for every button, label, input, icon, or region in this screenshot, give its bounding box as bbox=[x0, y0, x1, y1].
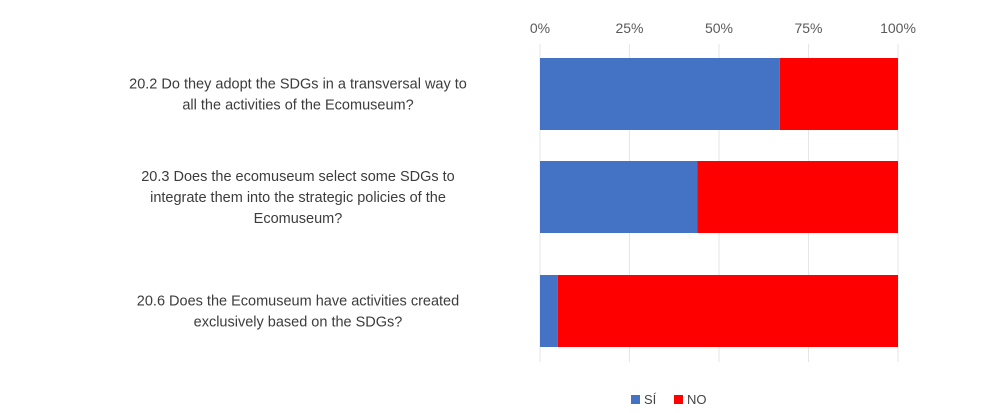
category-label-line: all the activities of the Ecomuseum? bbox=[182, 98, 413, 114]
x-tick-label: 50% bbox=[705, 20, 733, 36]
legend-label-si: SÍ bbox=[644, 392, 657, 407]
x-tick-label: 25% bbox=[615, 20, 643, 36]
bar-si-1 bbox=[540, 58, 780, 130]
category-label: 20.2 Do they adopt the SDGs in a transve… bbox=[129, 77, 467, 114]
category-label-line: exclusively based on the SDGs? bbox=[194, 315, 403, 331]
category-label: 20.3 Does the ecomuseum select some SDGs… bbox=[141, 169, 455, 227]
legend-swatch-si bbox=[631, 395, 640, 404]
x-tick-label: 100% bbox=[880, 20, 916, 36]
category-label-line: 20.2 Do they adopt the SDGs in a transve… bbox=[129, 77, 467, 93]
category-label-line: integrate them into the strategic polici… bbox=[150, 190, 446, 206]
legend-swatch-no bbox=[674, 395, 683, 404]
legend-label-no: NO bbox=[687, 392, 707, 407]
bar-si-2 bbox=[540, 161, 698, 233]
bar-si-3 bbox=[540, 275, 558, 347]
category-label-line: Ecomuseum? bbox=[254, 211, 343, 227]
category-label-line: 20.6 Does the Ecomuseum have activities … bbox=[137, 294, 459, 310]
category-label-line: 20.3 Does the ecomuseum select some SDGs… bbox=[141, 169, 455, 185]
x-tick-label: 0% bbox=[530, 20, 550, 36]
bar-no-1 bbox=[779, 58, 898, 130]
category-label: 20.6 Does the Ecomuseum have activities … bbox=[137, 294, 459, 331]
bar-no-3 bbox=[557, 275, 898, 347]
bar-no-2 bbox=[697, 161, 898, 233]
x-tick-label: 75% bbox=[794, 20, 822, 36]
